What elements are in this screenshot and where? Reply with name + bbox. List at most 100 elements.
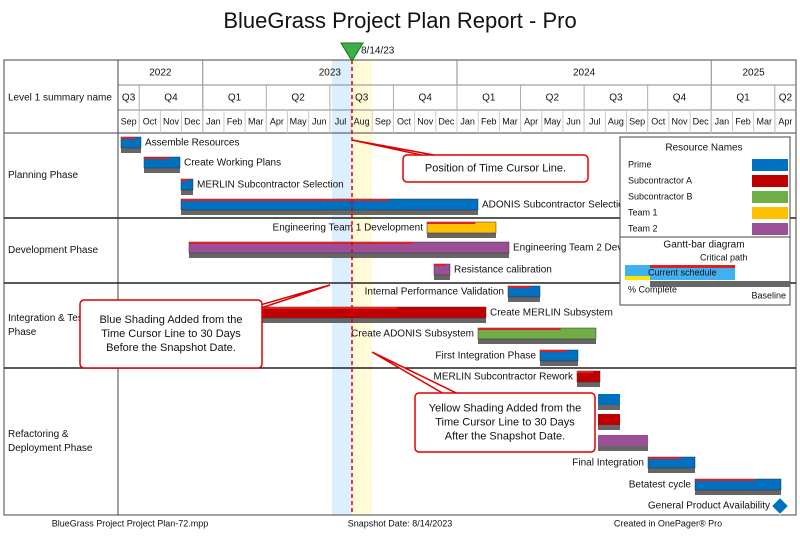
quarter-label: Q1 (482, 93, 496, 104)
year-label: 2025 (743, 68, 766, 79)
blue-shading (332, 60, 352, 515)
legend-sample (625, 265, 735, 280)
legend-diagram-title: Gantt-bar diagram (663, 240, 744, 251)
critical-path (434, 264, 446, 266)
phase-label: Integration & Test (8, 313, 86, 324)
legend-swatch (752, 207, 788, 219)
milestone (770, 496, 790, 516)
left-header: Level 1 summary name (8, 93, 112, 104)
callout-box (402, 154, 589, 183)
month-label: Nov (671, 116, 688, 126)
task-label: General Product Availability (648, 501, 770, 512)
legend-title: Resource Names (665, 143, 742, 154)
quarter-label: Q1 (228, 93, 242, 104)
callout-box (414, 392, 596, 453)
month-label: Feb (481, 116, 497, 126)
baseline-bar (144, 168, 180, 173)
phase-label: Refactoring & (8, 429, 69, 440)
quarter-label: Q2 (779, 93, 793, 104)
month-label: Jan (206, 116, 221, 126)
legend-baseline: Baseline (751, 290, 786, 300)
critical-path (478, 328, 561, 330)
baseline-bar (598, 425, 620, 430)
baseline-bar (181, 210, 478, 215)
quarter-label: Q4 (419, 93, 433, 104)
quarter-label: Q2 (546, 93, 560, 104)
baseline-bar (540, 361, 578, 366)
baseline-bar (121, 148, 141, 153)
legend-swatch (752, 191, 788, 203)
task-label: Final Integration (572, 458, 644, 469)
legend-swatch (752, 223, 788, 235)
task-label: Create MERLIN Subsystem (490, 308, 613, 319)
legend-item: Prime (628, 159, 652, 169)
footer-snapshot: Snapshot Date: 8/14/2023 (348, 518, 453, 528)
task-label: ADONIS Subcontractor Selection (482, 200, 629, 211)
month-label: Oct (143, 116, 158, 126)
month-label: Jan (715, 116, 730, 126)
year-label: 2023 (319, 68, 342, 79)
month-label: Mar (248, 116, 264, 126)
task-bar (598, 414, 620, 425)
legend-item: Subcontractor B (628, 191, 693, 201)
month-label: Dec (693, 116, 710, 126)
task-label: Resistance calibration (454, 265, 552, 276)
month-label: Aug (354, 116, 370, 126)
critical-path (577, 371, 594, 373)
year-label: 2024 (573, 68, 596, 79)
month-label: Sep (121, 116, 137, 126)
month-label: Oct (397, 116, 412, 126)
critical-path (144, 157, 170, 159)
callout-text: Blue Shading Added from the (99, 314, 242, 326)
task-label: MERLIN Subcontractor Rework (434, 372, 574, 383)
baseline-bar (598, 446, 648, 451)
month-label: Nov (163, 116, 180, 126)
task-bar (598, 435, 648, 446)
critical-path (508, 286, 531, 288)
month-label: Apr (778, 116, 792, 126)
critical-path (540, 350, 567, 352)
baseline-bar (434, 275, 450, 280)
yellow-shading (352, 60, 372, 515)
task-label: Internal Performance Validation (365, 287, 504, 298)
critical-path (121, 137, 135, 139)
baseline-bar (181, 190, 193, 195)
phase-label: Planning Phase (8, 170, 78, 181)
legend-item: Team 1 (628, 207, 658, 217)
month-label: Feb (735, 116, 751, 126)
year-label: 2022 (149, 68, 172, 79)
frame (3, 59, 797, 516)
month-label: Dec (184, 116, 201, 126)
month-label: Jun (312, 116, 327, 126)
month-label: Sep (629, 116, 645, 126)
month-label: Apr (270, 116, 284, 126)
baseline-bar (190, 318, 486, 323)
critical-path (695, 479, 756, 481)
legend-item: Team 2 (628, 223, 658, 233)
month-label: Jan (460, 116, 475, 126)
legend-complete: % Complete (628, 284, 677, 294)
task-label: Create ADONIS Subsystem (351, 329, 474, 340)
legend-swatch (752, 159, 788, 171)
month-label: Apr (524, 116, 538, 126)
baseline-bar (427, 233, 496, 238)
callout-box (79, 299, 263, 369)
quarter-label: Q3 (122, 93, 136, 104)
phase-label: Deployment Phase (8, 443, 93, 454)
footer-created: Created in OnePager® Pro (614, 518, 722, 528)
month-label: Nov (417, 116, 434, 126)
title: BlueGrass Project Plan Report - Pro (223, 8, 576, 33)
month-label: Dec (438, 116, 455, 126)
quarter-label: Q4 (673, 93, 687, 104)
month-label: Jul (589, 116, 601, 126)
task-label: Assemble Resources (145, 138, 239, 149)
cursor-marker (340, 42, 364, 62)
baseline-bar (478, 339, 596, 344)
legend-item: Subcontractor A (628, 175, 692, 185)
task-bar (598, 394, 620, 405)
phase-label: Development Phase (8, 245, 98, 256)
quarter-label: Q4 (164, 93, 178, 104)
baseline-bar (577, 382, 600, 387)
legend-critical: Critical path (700, 252, 748, 262)
quarter-label: Q1 (736, 93, 750, 104)
